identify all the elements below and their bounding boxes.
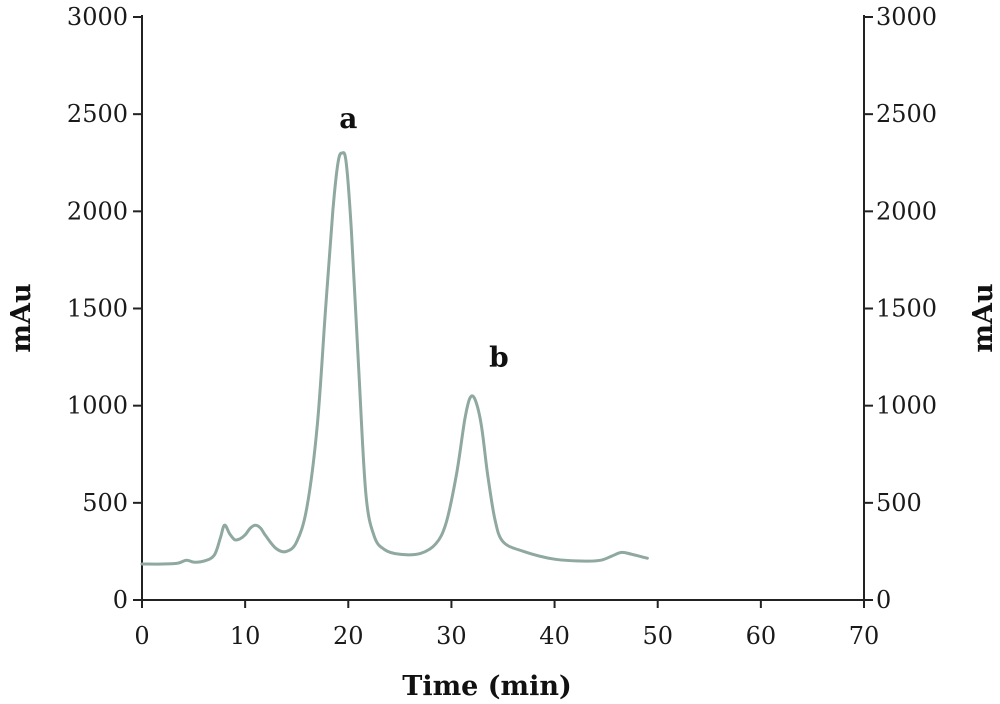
right-y-tick-label: 2500 [876, 100, 937, 128]
peak-annotations: ab [339, 102, 508, 374]
right-y-tick-label: 1500 [876, 295, 937, 323]
left-y-tick-label: 2500 [67, 100, 128, 128]
x-tick-label: 60 [746, 622, 777, 650]
left-y-tick-label: 1000 [67, 392, 128, 420]
x-tick-label: 30 [436, 622, 467, 650]
x-tick-label: 20 [333, 622, 364, 650]
peak-label-a: a [339, 102, 357, 135]
right-y-tick-label: 0 [876, 586, 891, 614]
left-y-tick-label: 0 [113, 586, 128, 614]
x-tick-label: 10 [230, 622, 261, 650]
right-y-tick-label: 1000 [876, 392, 937, 420]
x-tick-label: 70 [849, 622, 880, 650]
x-axis-title: Time (min) [402, 671, 572, 702]
left-y-tick-label: 500 [82, 489, 128, 517]
left-y-ticks: 0 500 1000 1500 2000 2500 3000 [67, 3, 142, 614]
left-y-tick-label: 1500 [67, 295, 128, 323]
peak-label-b: b [489, 341, 509, 374]
chromatogram-line [140, 151, 649, 566]
right-y-tick-label: 2000 [876, 197, 937, 225]
x-ticks: 0 10 20 30 40 50 60 70 [134, 600, 879, 650]
left-y-axis-title: mAu [6, 283, 37, 352]
x-tick-label: 40 [539, 622, 570, 650]
right-y-tick-label: 500 [876, 489, 922, 517]
right-y-ticks: 0 500 1000 1500 2000 2500 3000 [864, 3, 937, 614]
x-tick-label: 0 [134, 622, 149, 650]
x-tick-label: 50 [642, 622, 673, 650]
right-y-axis-title: mAu [968, 283, 999, 352]
right-y-tick-label: 3000 [876, 3, 937, 31]
axes [141, 15, 865, 601]
left-y-tick-label: 3000 [67, 3, 128, 31]
left-y-tick-label: 2000 [67, 197, 128, 225]
